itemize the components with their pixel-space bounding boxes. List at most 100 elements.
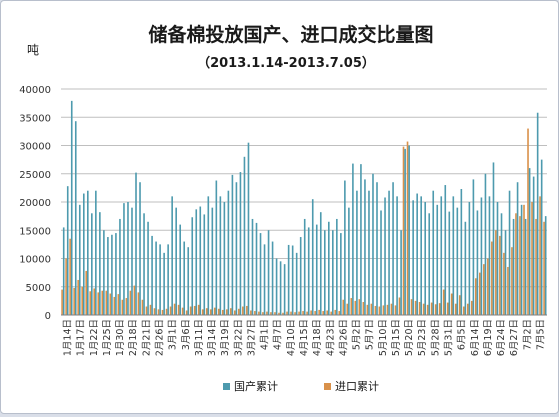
bar-domestic <box>319 212 322 315</box>
bar-imported <box>495 230 497 315</box>
bar-domestic <box>223 202 226 315</box>
bar-domestic <box>191 217 194 315</box>
bar-imported <box>250 310 252 315</box>
bar-imported <box>483 264 485 315</box>
bar-domestic <box>167 244 169 315</box>
bar-domestic <box>500 213 503 315</box>
bar-domestic <box>183 241 186 315</box>
bar-domestic <box>299 237 302 315</box>
bar-domestic <box>332 230 334 315</box>
bar-imported <box>310 310 312 315</box>
bar-imported <box>201 309 204 315</box>
bar-domestic <box>448 211 451 315</box>
x-tick-label: 5月2日 <box>352 319 363 350</box>
bar-imported <box>181 307 184 315</box>
bar-domestic <box>412 200 414 315</box>
legend-label-domestic: 国产累计 <box>234 379 278 393</box>
bar-imported <box>129 290 132 315</box>
bar-imported <box>527 128 529 315</box>
bar-domestic <box>70 100 73 316</box>
bar-domestic <box>368 190 370 315</box>
bar-imported <box>386 304 389 315</box>
bar-domestic <box>215 180 218 315</box>
x-tick-label: 7月2日 <box>522 319 533 350</box>
bar-imported <box>153 308 156 315</box>
x-tick-label: 4月7日 <box>273 319 284 350</box>
y-tick-label: 0 <box>45 311 51 322</box>
bar-domestic <box>380 210 382 315</box>
bar-imported <box>475 278 477 315</box>
bar-domestic <box>231 174 234 315</box>
bar-imported <box>430 302 433 315</box>
x-tick-label: 2月26日 <box>155 319 166 356</box>
y-axis-unit: 吨 <box>27 43 39 57</box>
bar-domestic <box>151 235 153 315</box>
bar-domestic <box>520 204 523 315</box>
bar-imported <box>177 304 180 315</box>
bar-domestic <box>62 227 65 315</box>
bar-domestic <box>227 190 230 315</box>
y-tick-label: 5000 <box>26 283 51 294</box>
bar-domestic <box>452 196 455 315</box>
bar-domestic <box>175 207 177 315</box>
bar-domestic <box>66 186 69 315</box>
bar-domestic <box>155 241 157 315</box>
x-tick-label: 1月25日 <box>102 319 113 356</box>
bar-imported <box>458 295 461 315</box>
bar-imported <box>173 303 176 315</box>
legend: 国产累计 进口累计 <box>223 379 379 393</box>
bar-imported <box>334 309 337 315</box>
bar-imported <box>346 303 349 315</box>
bar-imported <box>418 302 421 315</box>
bar-domestic <box>384 197 386 315</box>
bar-imported <box>149 304 152 315</box>
bar-domestic <box>440 196 443 315</box>
bar-imported <box>254 311 256 315</box>
bar-imported <box>69 238 71 315</box>
bar-domestic <box>436 204 439 315</box>
bar-imported <box>354 300 357 315</box>
bar-imported <box>434 304 437 315</box>
bar-domestic <box>492 162 495 315</box>
y-tick-labels: 0 5000 10000 15000 20000 25000 30000 35000 40000 <box>19 85 51 322</box>
bar-domestic <box>420 196 422 315</box>
y-tick-label: 35000 <box>19 113 51 124</box>
bar-domestic <box>263 244 266 315</box>
bar-imported <box>402 146 405 315</box>
x-tick-label: 4月26日 <box>338 319 349 356</box>
bar-imported <box>398 297 401 315</box>
x-tick-label: 2月18日 <box>128 319 139 356</box>
bar-domestic <box>135 172 137 315</box>
bar-domestic <box>404 148 406 315</box>
bar-imported <box>61 289 63 315</box>
bar-domestic <box>103 230 105 315</box>
bar-imported <box>450 293 453 315</box>
bar-domestic <box>99 212 101 315</box>
bar-domestic <box>139 182 141 315</box>
bar-domestic <box>311 199 314 315</box>
bar-imported <box>503 252 505 315</box>
bar-imported <box>350 298 353 315</box>
bar-domestic <box>460 189 463 315</box>
bar-imported <box>105 290 108 315</box>
x-tick-label: 4月23日 <box>325 319 336 356</box>
bar-imported <box>539 196 541 315</box>
bar-imported <box>394 305 397 315</box>
bar-domestic <box>424 202 427 315</box>
bar-domestic <box>247 142 250 315</box>
bar-domestic <box>199 206 202 315</box>
bar-domestic <box>207 196 210 315</box>
bar-domestic <box>464 221 467 315</box>
bar-imported <box>306 311 308 315</box>
bar-domestic <box>516 182 519 315</box>
bar-domestic <box>147 221 149 315</box>
bar-imported <box>262 312 264 315</box>
bar-domestic <box>219 196 222 315</box>
x-tick-label: 5月10日 <box>378 319 389 356</box>
bar-domestic <box>271 241 274 315</box>
bar-imported <box>470 300 473 315</box>
bar-domestic <box>111 234 113 315</box>
bar-domestic <box>291 245 294 315</box>
bar-domestic <box>123 203 125 315</box>
bar-imported <box>113 296 116 315</box>
